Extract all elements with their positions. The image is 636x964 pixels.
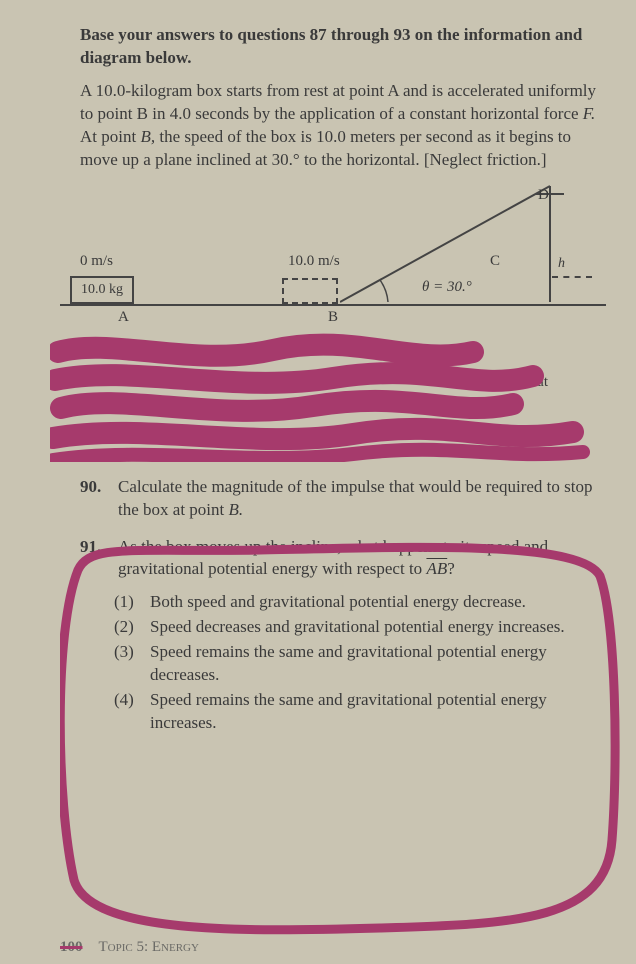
instructions: Base your answers to questions 87 throug… (80, 24, 606, 70)
force-var: F. (583, 104, 595, 123)
opt3-num: (3) (114, 641, 142, 687)
box-a: 10.0 kg (70, 276, 134, 304)
opt2-num: (2) (114, 616, 142, 639)
page-footer: 100 Topic 5: Energy (60, 939, 199, 956)
opt3-text: Speed remains the same and gravitational… (150, 641, 606, 687)
problem-text-2: At point (80, 127, 140, 146)
problem-statement: A 10.0-kilogram box starts from rest at … (80, 80, 606, 172)
q91-option-4: (4) Speed remains the same and gravitati… (114, 689, 606, 735)
question-91: 91. As the box moves up the incline, wha… (80, 536, 606, 582)
q91-option-3: (3) Speed remains the same and gravitati… (114, 641, 606, 687)
redaction-scribble (50, 332, 596, 462)
opt1-num: (1) (114, 591, 142, 614)
opt2-text: Speed decreases and gravitational potent… (150, 616, 565, 639)
page-number: 100 (60, 939, 83, 956)
q91-number: 91. (80, 536, 108, 582)
q91-text: As the box moves up the incline, what ha… (118, 536, 606, 582)
velocity-b-label: 10.0 m/s (288, 253, 340, 270)
q91-text-b: ? (447, 559, 455, 578)
q91-text-a: As the box moves up the incline, what ha… (118, 537, 548, 579)
q91-option-1: (1) Both speed and gravitational potenti… (114, 591, 606, 614)
q90-point-b: B. (228, 500, 243, 519)
q91-ab: AB (426, 559, 447, 578)
physics-diagram: 0 m/s 10.0 kg A 10.0 m/s B C D θ = 30.° … (60, 186, 606, 326)
h-label: h (558, 256, 565, 272)
point-b-var: B, (140, 127, 155, 146)
opt1-text: Both speed and gravitational potential e… (150, 591, 526, 614)
q90-number: 90. (80, 476, 108, 522)
point-b-label: B (328, 309, 338, 326)
velocity-a-label: 0 m/s (80, 253, 113, 270)
point-c-label: C (490, 253, 500, 270)
opt4-num: (4) (114, 689, 142, 735)
ramp-dashed-line (500, 304, 596, 306)
q90-text: Calculate the magnitude of the impulse t… (118, 476, 606, 522)
point-d-label: D (538, 187, 549, 204)
q90-text-a: Calculate the magnitude of the impulse t… (118, 477, 592, 519)
c-dashed-line (552, 276, 592, 278)
theta-label: θ = 30.° (422, 279, 472, 296)
opt4-text: Speed remains the same and gravitational… (150, 689, 606, 735)
box-b (282, 278, 338, 304)
topic-label: Topic 5: Energy (99, 939, 199, 956)
point-a-label: A (118, 309, 129, 326)
q91-option-2: (2) Speed decreases and gravitational po… (114, 616, 606, 639)
q91-options: (1) Both speed and gravitational potenti… (114, 591, 606, 735)
question-90: 90. Calculate the magnitude of the impul… (80, 476, 606, 522)
problem-text-1: A 10.0-kilogram box starts from rest at … (80, 81, 596, 123)
